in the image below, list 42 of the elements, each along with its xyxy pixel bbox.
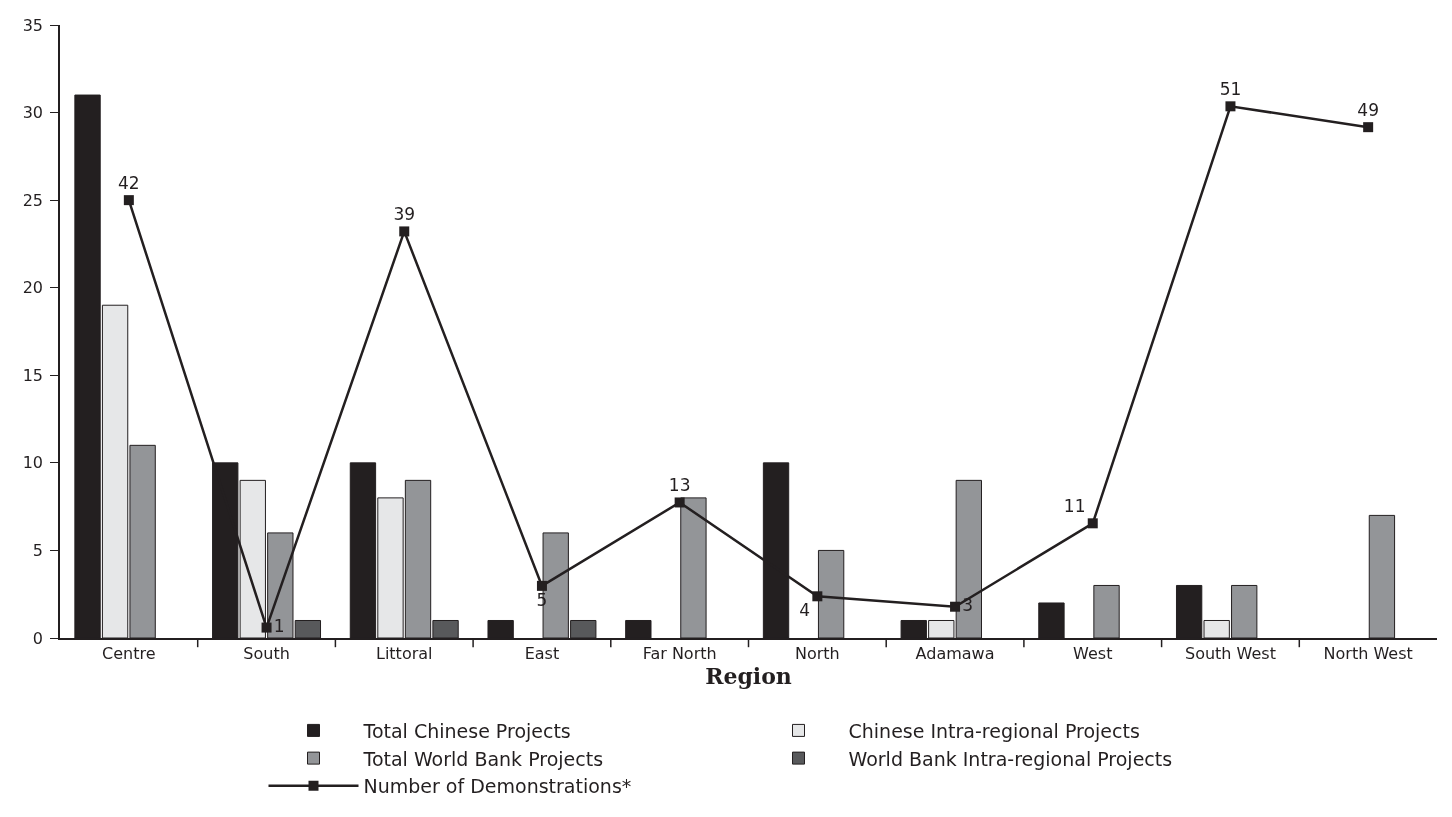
data-label: 51	[1219, 78, 1242, 99]
y-tick-label: 20	[22, 278, 44, 298]
x-tick-label: North West	[1323, 643, 1413, 663]
y-tick-label: 25	[22, 190, 44, 210]
x-tick-label: South West	[1184, 643, 1276, 663]
x-tick-label: Centre	[102, 643, 156, 663]
data-label: 4	[799, 600, 811, 621]
point	[812, 591, 823, 602]
x-tick-label: Far North	[642, 643, 717, 663]
point	[536, 580, 547, 591]
x-tick-label: North	[794, 643, 840, 663]
point	[950, 601, 961, 612]
legend-label: Number of Demonstrations*	[363, 775, 632, 798]
y-tick-label: 35	[22, 15, 44, 35]
point	[1363, 122, 1374, 133]
data-label: 39	[393, 203, 416, 224]
data-label: 11	[1063, 495, 1086, 516]
legend-label: Total Chinese Projects	[362, 719, 571, 742]
x-tick-label: East	[524, 643, 560, 663]
y-tick-label: 15	[22, 365, 44, 385]
data-label: 42	[118, 172, 140, 193]
data-label: 13	[668, 474, 691, 495]
x-tick-label: Littoral	[375, 643, 433, 663]
x-tick-label: West	[1073, 643, 1113, 663]
y-tick-label: 5	[32, 541, 44, 561]
legend-label: Total World Bank Projects	[362, 747, 604, 770]
point	[123, 195, 134, 206]
data-label: 1	[273, 615, 285, 636]
x-axis-title: Region	[705, 662, 792, 689]
legend-label: Chinese Intra-regional Projects	[848, 719, 1140, 742]
x-tick-label: Adamawa	[915, 643, 995, 663]
point	[261, 622, 272, 633]
point	[1087, 518, 1098, 529]
y-tick-label: 10	[22, 453, 44, 473]
y-tick-label: 0	[32, 628, 44, 648]
x-tick-label: South	[243, 643, 290, 663]
data-label: 49	[1357, 99, 1379, 120]
point	[674, 497, 685, 508]
y-tick-label: 30	[22, 103, 44, 123]
point	[1225, 101, 1236, 112]
point	[399, 226, 410, 237]
legend-label: World Bank Intra-regional Projects	[848, 747, 1173, 770]
